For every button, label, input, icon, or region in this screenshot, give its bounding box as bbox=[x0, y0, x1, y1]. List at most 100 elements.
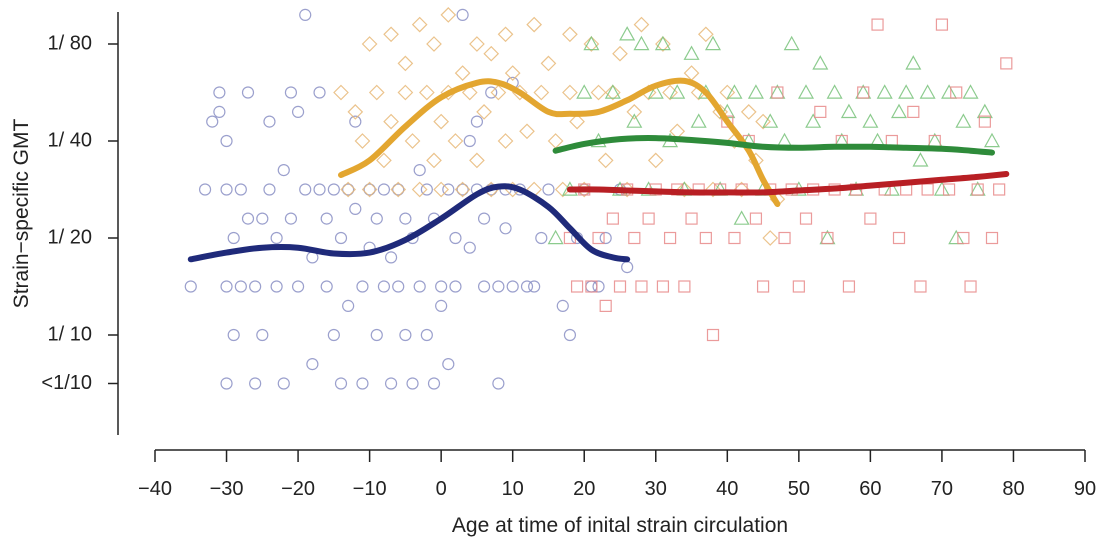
x-tick-label: 20 bbox=[573, 478, 595, 500]
data-point-circle bbox=[320, 212, 333, 225]
data-point-circle bbox=[556, 299, 569, 312]
smooth-curves-layer bbox=[187, 77, 1010, 263]
data-point-triangle bbox=[862, 113, 879, 128]
data-point-circle bbox=[270, 280, 283, 293]
data-point-triangle bbox=[890, 103, 908, 119]
data-point-circle bbox=[334, 377, 348, 390]
data-point-triangle bbox=[762, 113, 779, 128]
data-point-triangle bbox=[604, 84, 621, 99]
data-point-circle bbox=[342, 299, 355, 312]
data-point-square bbox=[663, 231, 677, 245]
data-point-circle bbox=[377, 183, 391, 196]
data-point-diamond bbox=[626, 104, 643, 120]
x-tick-label: 40 bbox=[716, 478, 738, 500]
data-point-circle bbox=[477, 280, 491, 293]
data-point-circle bbox=[299, 8, 312, 21]
data-point-circle bbox=[384, 251, 398, 264]
series-2-trend-line bbox=[552, 135, 995, 156]
data-point-triangle bbox=[840, 103, 857, 119]
data-point-square bbox=[871, 18, 884, 31]
data-point-square bbox=[957, 231, 970, 245]
data-point-diamond bbox=[333, 84, 349, 101]
data-point-circle bbox=[241, 212, 255, 225]
data-point-square bbox=[950, 86, 963, 99]
data-point-circle bbox=[363, 183, 376, 196]
data-point-circle bbox=[463, 134, 476, 148]
data-point-triangle bbox=[905, 55, 922, 70]
data-point-square bbox=[964, 280, 977, 293]
data-point-square bbox=[706, 328, 720, 342]
data-point-square bbox=[699, 231, 712, 245]
data-point-square bbox=[993, 183, 1006, 196]
data-point-triangle bbox=[747, 84, 764, 99]
data-point-circle bbox=[249, 377, 262, 390]
data-point-triangle bbox=[898, 84, 915, 99]
data-point-circle bbox=[306, 358, 319, 371]
data-point-circle bbox=[370, 328, 383, 342]
data-point-diamond bbox=[590, 84, 607, 101]
data-point-circle bbox=[263, 183, 276, 196]
data-point-diamond bbox=[547, 133, 564, 149]
data-point-diamond bbox=[740, 104, 757, 120]
data-point-triangle bbox=[576, 84, 593, 99]
data-point-circle bbox=[220, 280, 233, 293]
data-point-square bbox=[628, 231, 641, 245]
data-point-triangle bbox=[726, 84, 743, 99]
data-point-triangle bbox=[962, 84, 979, 99]
data-point-triangle bbox=[647, 84, 664, 99]
data-point-circle bbox=[456, 183, 469, 196]
x-tick-label: 30 bbox=[645, 478, 667, 500]
data-point-diamond bbox=[733, 181, 750, 198]
data-point-triangle bbox=[797, 84, 815, 99]
x-tick-label: −30 bbox=[210, 478, 244, 500]
x-tick-label: −40 bbox=[138, 478, 172, 500]
data-point-diamond bbox=[762, 230, 779, 246]
data-point-circle bbox=[456, 8, 469, 21]
data-point-diamond bbox=[490, 84, 507, 101]
data-point-circle bbox=[220, 134, 233, 148]
data-point-circle bbox=[356, 377, 369, 390]
data-point-circle bbox=[234, 183, 247, 196]
data-point-circle bbox=[349, 202, 362, 215]
data-point-diamond bbox=[447, 133, 464, 149]
data-point-square bbox=[935, 18, 949, 31]
data-point-square bbox=[570, 280, 584, 293]
data-point-diamond bbox=[483, 45, 500, 62]
data-point-diamond bbox=[469, 152, 485, 169]
data-point-diamond bbox=[612, 45, 628, 62]
data-point-circle bbox=[184, 280, 197, 293]
data-point-circle bbox=[520, 280, 534, 293]
data-point-circle bbox=[370, 212, 383, 225]
data-point-square bbox=[656, 280, 670, 293]
data-point-circle bbox=[506, 280, 519, 293]
data-point-diamond bbox=[683, 65, 700, 81]
data-point-diamond bbox=[569, 113, 585, 130]
data-point-circle bbox=[442, 183, 455, 196]
x-tick-label: 80 bbox=[1002, 478, 1024, 500]
data-point-diamond bbox=[383, 26, 399, 43]
data-point-diamond bbox=[533, 84, 550, 101]
x-tick-label: 60 bbox=[859, 478, 881, 500]
data-point-triangle bbox=[733, 210, 750, 225]
data-point-diamond bbox=[404, 133, 421, 149]
data-point-circle bbox=[263, 115, 276, 128]
scatter-points-layer bbox=[184, 7, 1013, 390]
data-point-diamond bbox=[562, 84, 578, 101]
data-point-circle bbox=[384, 377, 398, 390]
data-point-circle bbox=[213, 105, 226, 119]
data-point-circle bbox=[542, 183, 555, 196]
data-point-circle bbox=[313, 183, 326, 196]
data-point-diamond bbox=[562, 26, 578, 43]
y-tick-label: 1/ 20 bbox=[48, 226, 92, 248]
data-point-circle bbox=[291, 280, 305, 293]
data-point-square bbox=[978, 115, 991, 128]
data-point-diamond bbox=[454, 65, 471, 81]
data-point-triangle bbox=[876, 84, 893, 99]
data-point-diamond bbox=[426, 152, 442, 169]
data-point-diamond bbox=[504, 65, 521, 81]
data-point-diamond bbox=[397, 55, 414, 72]
data-point-circle bbox=[599, 231, 612, 245]
data-point-diamond bbox=[461, 84, 478, 101]
